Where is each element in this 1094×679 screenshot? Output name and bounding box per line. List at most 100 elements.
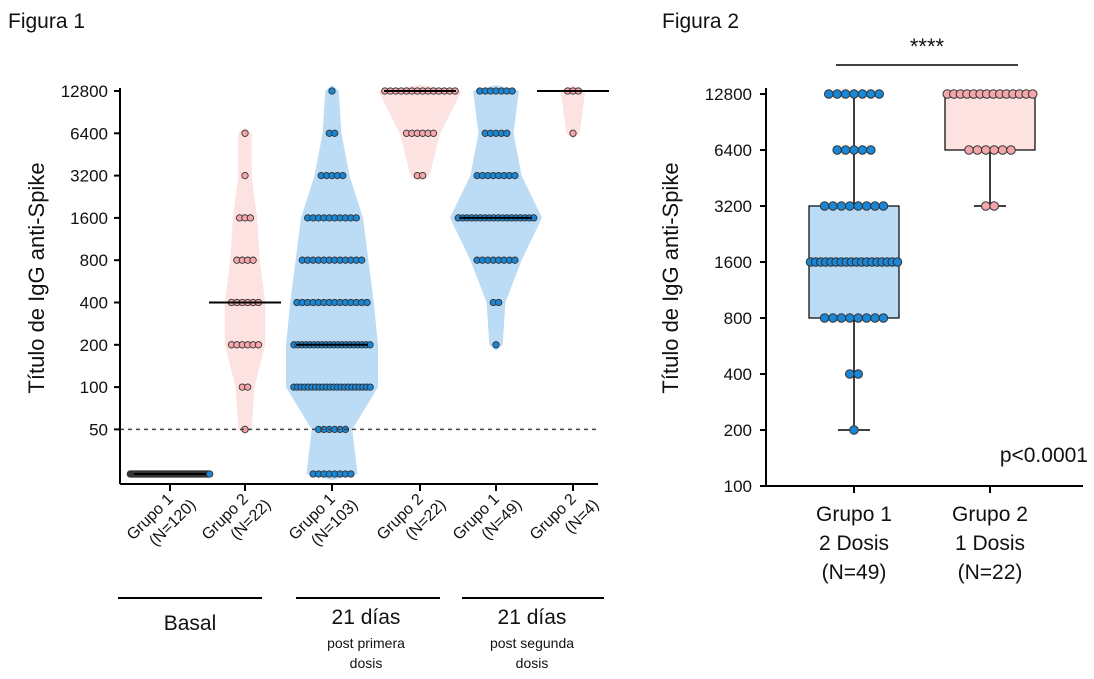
- data-point: [874, 89, 885, 99]
- figure-1-x-tick-label: Grupo 1(N=120): [124, 491, 200, 550]
- figure-1-y-tick-label: 1600: [70, 209, 108, 228]
- timepoint-sublabel-first-dose-1: post primera: [327, 635, 405, 651]
- data-point: [840, 89, 851, 99]
- data-point: [819, 313, 830, 323]
- data-point: [569, 129, 577, 137]
- data-point: [861, 313, 872, 323]
- violin-shape: [560, 85, 586, 140]
- figure-2-category-label: 2 Dosis: [819, 532, 889, 555]
- data-point: [836, 201, 847, 211]
- timepoint-label-first-dose: 21 días: [332, 606, 401, 629]
- figure-2-category-label: 1 Dosis: [955, 532, 1025, 555]
- data-point: [849, 89, 859, 99]
- data-point: [878, 313, 889, 323]
- timepoint-label-second-dose: 21 días: [498, 606, 567, 629]
- data-point: [964, 145, 974, 155]
- figure-2-y-axis-label: Título de IgG anti-Spike: [658, 162, 683, 393]
- data-point: [339, 171, 347, 180]
- timepoint-sublabel-first-dose-2: dosis: [350, 655, 383, 671]
- data-point: [328, 87, 336, 95]
- data-point: [241, 129, 249, 137]
- figure-2-y-tick-label: 3200: [714, 197, 752, 216]
- data-point: [352, 214, 360, 222]
- data-point: [972, 145, 983, 155]
- data-point: [331, 129, 339, 137]
- data-point: [249, 256, 257, 264]
- data-point: [495, 298, 503, 307]
- figure-2-y-ticks: 100 200 400 800 1600 3200 6400 12800: [705, 85, 766, 496]
- figure-1-y-tick-label: 100: [80, 378, 108, 397]
- data-point: [492, 341, 500, 349]
- figure-1-x-ticks: Grupo 1(N=120) Grupo 2(N=22) Grupo 1(N=103…: [124, 484, 603, 550]
- data-point: [989, 145, 1000, 155]
- figure-2-y-tick-label: 1600: [714, 253, 752, 272]
- figure-1-medians: [134, 90, 609, 475]
- data-point: [824, 89, 834, 99]
- data-point: [853, 369, 864, 379]
- data-point: [832, 145, 843, 155]
- data-point: [511, 171, 519, 180]
- data-point: [347, 470, 355, 478]
- data-point: [861, 201, 872, 211]
- data-point: [981, 145, 991, 155]
- figure-1-y-tick-label: 50: [89, 420, 108, 439]
- data-point: [832, 89, 843, 99]
- data-point: [419, 171, 427, 180]
- timepoint-label-basal: Basal: [164, 612, 217, 635]
- figure-2-y-tick-label: 12800: [705, 85, 752, 104]
- figure-2-y-tick-label: 100: [724, 477, 752, 496]
- data-point: [363, 298, 371, 307]
- figure-2-points: [805, 89, 1038, 435]
- data-point: [853, 313, 864, 323]
- figure-1-y-tick-label: 3200: [70, 167, 108, 186]
- figure-1-x-tick-label: Grupo 2(N=4): [527, 491, 603, 544]
- data-point: [828, 313, 838, 323]
- data-point: [857, 89, 868, 99]
- p-value-annotation: p<0.0001: [1000, 444, 1088, 467]
- data-point: [989, 201, 1000, 211]
- data-point: [845, 313, 855, 323]
- figure-1-y-axis-label: Título de IgG anti-Spike: [24, 162, 49, 393]
- box-iqr: [944, 93, 1036, 151]
- data-point: [1027, 89, 1038, 99]
- data-point: [828, 201, 838, 211]
- data-point: [244, 383, 252, 391]
- data-point: [849, 425, 859, 435]
- figure-1-x-tick-label: Grupo 1(N=103): [286, 491, 362, 550]
- figure-2-y-tick-label: 6400: [714, 141, 752, 160]
- figure-1-title: Figura 1: [8, 10, 85, 33]
- data-point: [870, 201, 880, 211]
- data-point: [511, 256, 519, 264]
- figure-2-category-label: Grupo 2: [952, 503, 1028, 526]
- figure-1-y-tick-label: 200: [80, 336, 108, 355]
- figure-2-category-label: Grupo 1: [816, 503, 892, 526]
- figure-2-title: Figura 2: [662, 10, 739, 33]
- data-point: [241, 171, 249, 180]
- figure-2-category-label: (N=22): [958, 561, 1023, 584]
- figure-2-panel: Figura 2 Título de IgG anti-Spike **** 1…: [658, 10, 1088, 584]
- data-point: [366, 383, 374, 391]
- figure-2-y-tick-label: 800: [724, 309, 752, 328]
- figure-1-panel: Figura 1 Título de IgG anti-Spike 50 100 2…: [8, 10, 609, 671]
- data-point: [206, 470, 214, 478]
- data-point: [503, 129, 511, 137]
- data-point: [870, 313, 880, 323]
- data-point: [866, 89, 876, 99]
- figure-1-y-ticks: 50 100 200 400 800 1600 3200 6400 12800: [61, 82, 120, 439]
- timepoint-sublabel-second-dose-2: dosis: [516, 655, 549, 671]
- figure-1-y-tick-label: 800: [80, 251, 108, 270]
- data-point: [981, 201, 991, 211]
- data-point: [508, 87, 516, 95]
- figure-1-x-tick-label: Grupo 1(N=49): [450, 491, 526, 544]
- data-point: [866, 145, 876, 155]
- data-point: [878, 201, 889, 211]
- data-point: [836, 313, 847, 323]
- data-point: [840, 145, 851, 155]
- figure-1-y-tick-label: 12800: [61, 82, 108, 101]
- data-point: [1006, 145, 1016, 155]
- figure-1-y-tick-label: 6400: [70, 124, 108, 143]
- timepoint-sublabel-second-dose-1: post segunda: [490, 635, 574, 651]
- figure-1-x-tick-label: Grupo 2(N=22): [199, 491, 275, 544]
- figure-2-x-ticks: Grupo 1 2 Dosis (N=49) Grupo 2 1 Dosis (N=22): [816, 486, 1028, 584]
